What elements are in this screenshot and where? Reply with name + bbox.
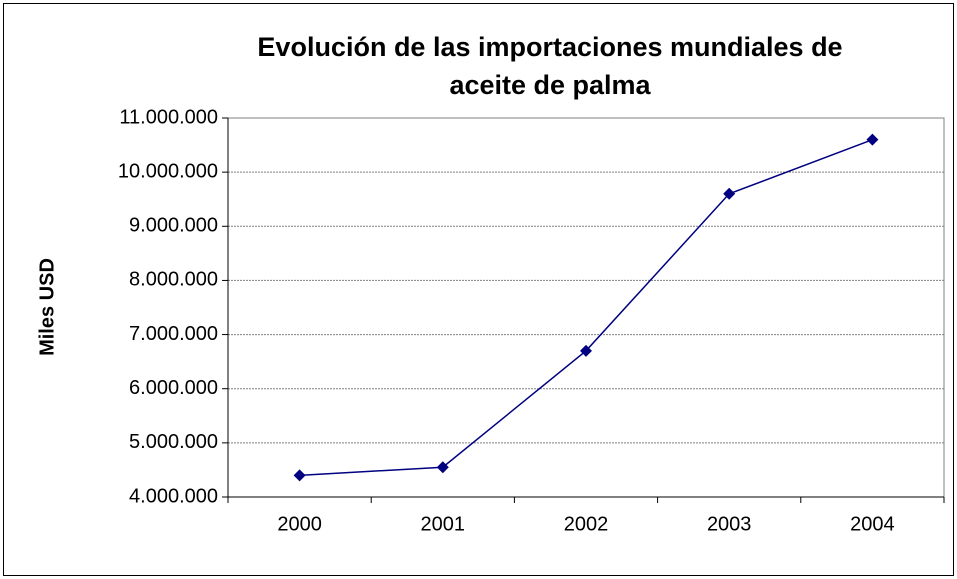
y-tick-label: 10.000.000 xyxy=(118,160,218,182)
y-tick-label: 11.000.000 xyxy=(119,106,218,128)
marker xyxy=(293,469,306,482)
x-tick-label: 2003 xyxy=(707,513,752,535)
marker xyxy=(580,344,592,357)
marker xyxy=(723,187,736,200)
marker xyxy=(436,461,449,474)
y-axis-label: Miles USD xyxy=(36,258,58,356)
plot-area xyxy=(227,117,945,498)
x-tick-label: 2004 xyxy=(850,513,895,535)
y-tick-label: 5.000.000 xyxy=(129,431,218,453)
chart-title: Evolución de las importaciones mundiales… xyxy=(257,32,843,100)
x-tick-label: 2001 xyxy=(421,513,466,535)
y-tick-label: 6.000.000 xyxy=(129,377,218,399)
y-tick-label: 8.000.000 xyxy=(129,269,218,291)
x-tick-label: 2000 xyxy=(277,513,322,535)
y-tick-label: 4.000.000 xyxy=(129,485,218,507)
x-tick-label: 2002 xyxy=(564,513,609,535)
y-tick-label: 9.000.000 xyxy=(129,215,218,237)
y-tick-label: 7.000.000 xyxy=(129,323,218,345)
marker xyxy=(866,133,879,146)
